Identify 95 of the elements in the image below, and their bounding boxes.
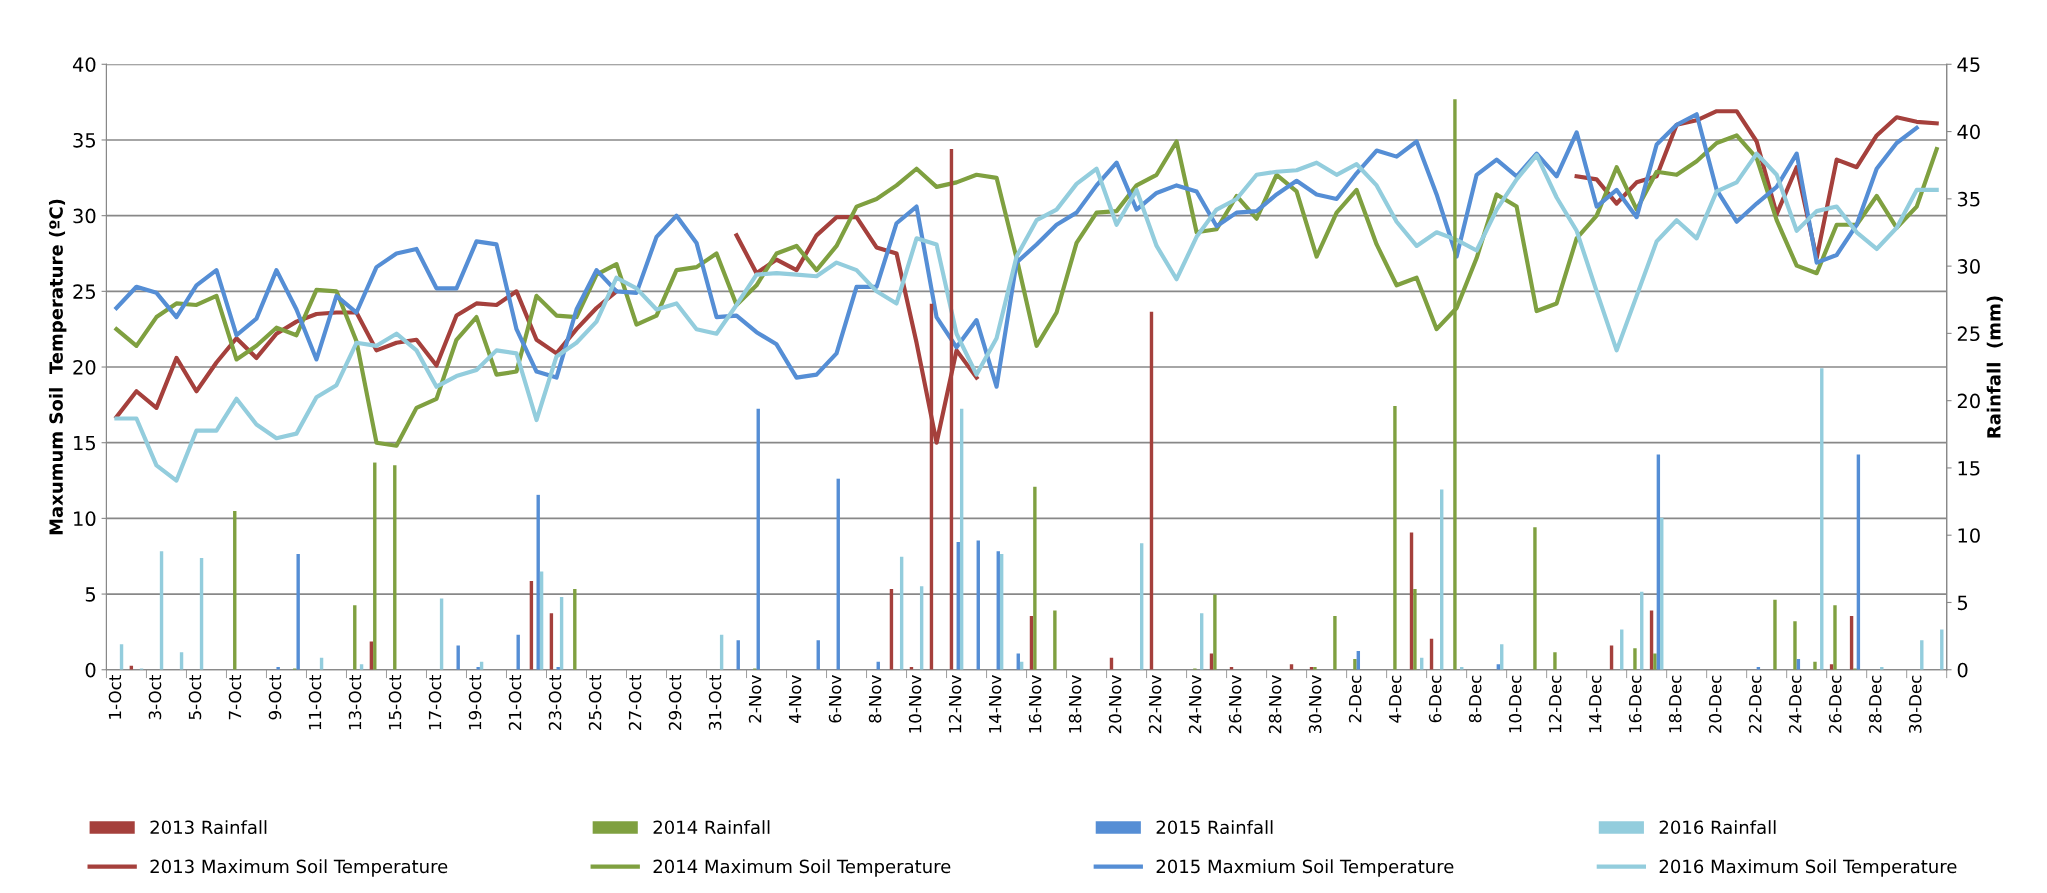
bar bbox=[1833, 605, 1837, 670]
y-tick-label: 30 bbox=[73, 208, 96, 224]
bar bbox=[1813, 661, 1817, 670]
x-tick-label: 18-Nov bbox=[1068, 675, 1082, 733]
y2-tick-label: 15 bbox=[1958, 461, 1980, 476]
bar bbox=[1553, 652, 1557, 670]
x-tick-label: 12-Nov bbox=[948, 675, 962, 733]
y-tick-label: 40 bbox=[72, 57, 96, 72]
bar bbox=[456, 645, 460, 670]
x-tick-label: 6-Nov bbox=[828, 675, 842, 723]
y-tick-label: 5 bbox=[85, 587, 96, 602]
bar bbox=[1213, 594, 1217, 670]
x-tick-label: 6-Dec bbox=[1428, 675, 1442, 723]
y-tick-label: 0 bbox=[85, 662, 96, 678]
x-tick-label: 2-Nov bbox=[748, 675, 762, 723]
x-tick-label: 18-Dec bbox=[1668, 675, 1682, 733]
x-tick-label: 14-Dec bbox=[1589, 675, 1602, 733]
y2-tick-label: 35 bbox=[1957, 191, 1980, 207]
x-tick-label: 2-Dec bbox=[1348, 675, 1362, 723]
bar bbox=[1353, 658, 1357, 670]
x-tick-label: 7-Oct bbox=[228, 675, 242, 720]
x-tick-label: 31-Oct bbox=[708, 675, 722, 730]
y2-tick-label: 40 bbox=[1957, 124, 1980, 140]
x-tick-label: 22-Nov bbox=[1148, 675, 1162, 734]
y2-tick-label: 45 bbox=[1957, 57, 1980, 72]
y-tick-label: 10 bbox=[74, 511, 96, 527]
x-tick-label: 5-Oct bbox=[188, 675, 202, 720]
x-tick-label: 16-Nov bbox=[1028, 675, 1042, 733]
x-tick-label: 24-Nov bbox=[1188, 675, 1202, 734]
x-tick-label: 15-Oct bbox=[388, 675, 402, 730]
bar bbox=[296, 554, 300, 670]
y2-tick-label: 30 bbox=[1957, 259, 1980, 274]
x-tick-label: 20-Nov bbox=[1108, 675, 1122, 734]
x-tick-label: 11-Oct bbox=[308, 675, 322, 730]
x-tick-label: 26-Nov bbox=[1228, 675, 1242, 734]
bar bbox=[1333, 615, 1337, 670]
x-tick-label: 1-Oct bbox=[108, 675, 122, 719]
legend-label: 2016 Rainfall bbox=[1659, 820, 1776, 835]
x-tick-label: 20-Dec bbox=[1708, 675, 1722, 733]
bar bbox=[573, 589, 577, 670]
y2-tick-label: 25 bbox=[1957, 326, 1980, 342]
y-tick-label: 25 bbox=[73, 284, 96, 300]
x-tick-label: 24-Dec bbox=[1788, 675, 1802, 733]
bar bbox=[1053, 610, 1057, 670]
bar bbox=[1393, 406, 1397, 670]
x-tick-label: 23-Oct bbox=[548, 675, 562, 730]
x-tick-label: 8-Nov bbox=[868, 675, 882, 723]
bar bbox=[1773, 599, 1777, 670]
legend-label: 2013 Rainfall bbox=[150, 820, 267, 835]
legend-label: 2016 Maximum Soil Temperature bbox=[1659, 859, 1957, 877]
bar bbox=[1793, 621, 1797, 670]
x-tick-label: 21-Oct bbox=[508, 675, 522, 730]
x-tick-label: 10-Nov bbox=[908, 675, 922, 733]
x-tick-label: 8-Dec bbox=[1468, 675, 1482, 723]
legend-label: 2015 Maxmium Soil Temperature bbox=[1156, 859, 1454, 877]
x-tick-label: 25-Oct bbox=[588, 675, 602, 730]
x-tick-label: 30-Nov bbox=[1308, 675, 1322, 734]
line-series bbox=[114, 151, 1939, 483]
bar bbox=[1533, 527, 1537, 670]
bar bbox=[1033, 486, 1037, 670]
x-tick-label: 29-Oct bbox=[668, 675, 682, 730]
x-tick-label: 30-Dec bbox=[1908, 675, 1922, 733]
y2-tick-label: 5 bbox=[1957, 595, 1968, 611]
y2-tick-label: 0 bbox=[1957, 662, 1968, 678]
x-tick-label: 16-Dec bbox=[1628, 675, 1642, 733]
x-tick-label: 14-Nov bbox=[989, 675, 1002, 733]
y-tick-label: 15 bbox=[74, 435, 96, 451]
bar bbox=[1633, 648, 1637, 670]
y2-tick-label: 20 bbox=[1957, 393, 1980, 409]
x-tick-label: 28-Dec bbox=[1868, 675, 1882, 733]
legend-label: 2014 Rainfall bbox=[653, 820, 770, 835]
x-tick-label: 19-Oct bbox=[468, 675, 482, 730]
y-axis-title: Maxumum Soil Temperature (ºC) bbox=[48, 199, 67, 535]
x-tick-label: 13-Oct bbox=[348, 675, 362, 730]
x-tick-label: 28-Nov bbox=[1268, 675, 1282, 734]
x-tick-label: 22-Dec bbox=[1748, 675, 1762, 733]
legend-label: 2013 Maximum Soil Temperature bbox=[150, 859, 448, 877]
x-tick-label: 4-Dec bbox=[1389, 675, 1402, 723]
x-tick-label: 3-Oct bbox=[148, 675, 162, 720]
y2-axis-title: Rainfall (mm) bbox=[1986, 296, 2003, 438]
y-tick-label: 35 bbox=[73, 132, 96, 148]
y2-tick-label: 10 bbox=[1958, 528, 1980, 543]
line-series bbox=[114, 112, 1919, 389]
bar bbox=[1653, 653, 1657, 670]
x-tick-label: 17-Oct bbox=[428, 675, 442, 730]
legend-label: 2014 Maximum Soil Temperature bbox=[653, 859, 951, 877]
x-tick-label: 4-Nov bbox=[788, 675, 802, 723]
y-tick-label: 20 bbox=[73, 359, 96, 375]
legend-label: 2015 Rainfall bbox=[1156, 820, 1273, 835]
x-tick-label: 10-Dec bbox=[1508, 675, 1522, 733]
bar bbox=[1413, 589, 1417, 670]
x-tick-label: 12-Dec bbox=[1548, 675, 1562, 733]
x-tick-label: 27-Oct bbox=[628, 675, 642, 730]
x-tick-label: 9-Oct bbox=[268, 675, 282, 720]
x-tick-label: 26-Dec bbox=[1828, 675, 1842, 733]
